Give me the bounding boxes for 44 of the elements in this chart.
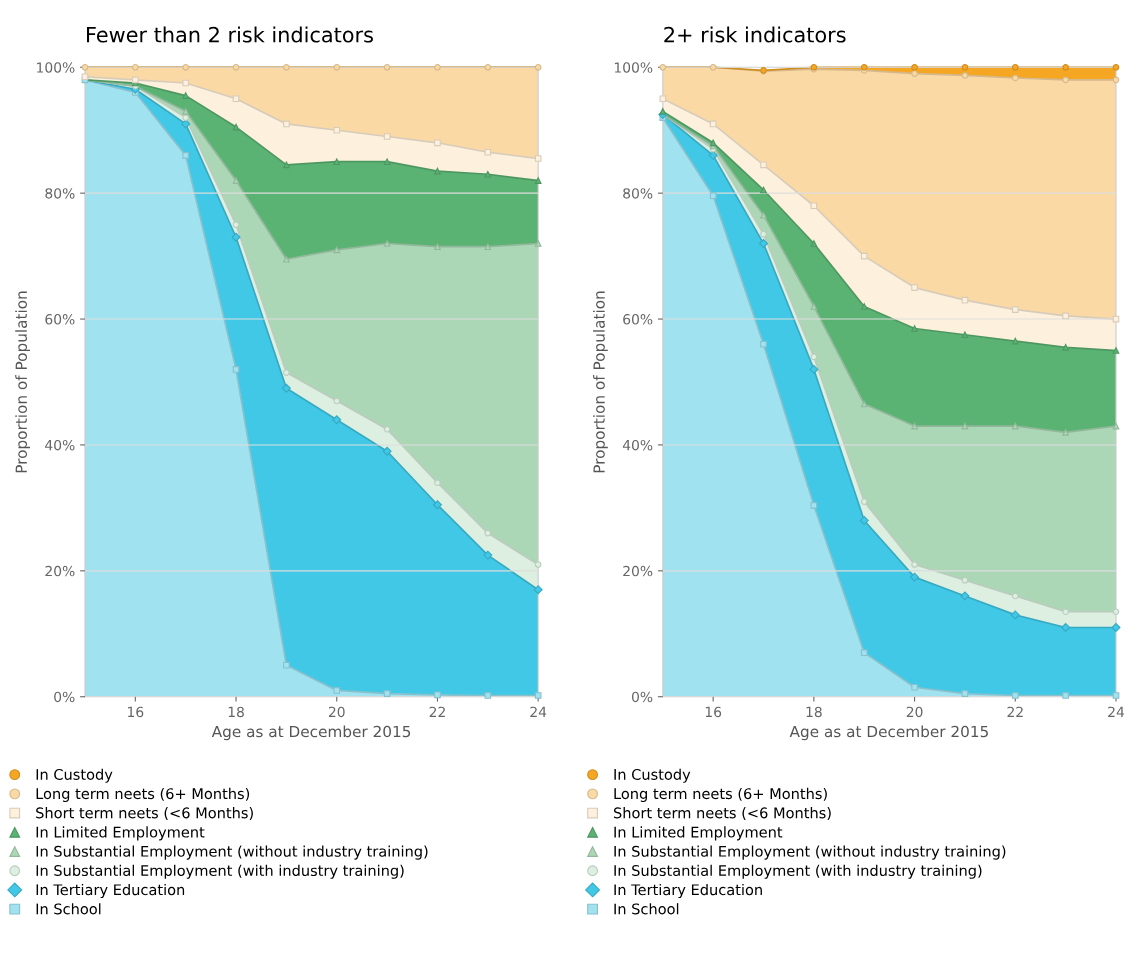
y-tick-label: 20% (45, 565, 75, 577)
x-tick-label: 16 (705, 706, 722, 718)
legend-label: Short term neets (<6 Months) (36, 807, 253, 821)
y-tick-label: 80% (45, 188, 75, 199)
y-tick-label: 40% (622, 439, 653, 451)
legend-label: In Limited Employment (614, 826, 783, 841)
x-tick-label: 22 (1007, 706, 1023, 717)
legend-label: In School (614, 903, 679, 915)
y-tick-label: 20% (623, 565, 653, 577)
y-tick-label: 40% (45, 439, 75, 451)
x-tick-label: 24 (530, 706, 547, 717)
legend-label: In Tertiary Education (36, 883, 185, 899)
y-axis-title: Proportion of Population (15, 291, 30, 473)
legend-label: In Custody (614, 768, 691, 783)
x-tick-label: 18 (806, 706, 822, 718)
legend-label: In Tertiary Education (614, 883, 762, 899)
legend-label: In Limited Employment (36, 826, 205, 841)
x-axis-title: Age as at December 2015 (211, 725, 411, 741)
x-tick-label: 24 (1108, 706, 1125, 717)
chart-title: Fewer than 2 risk indicators (87, 26, 373, 43)
x-tick-label: 20 (328, 706, 345, 718)
legend-label: In Custody (36, 768, 113, 783)
x-tick-label: 20 (906, 706, 923, 718)
y-tick-label: 0% (631, 691, 653, 703)
y-tick-label: 0% (54, 691, 75, 703)
y-tick-label: 60% (623, 314, 653, 325)
x-tick-label: 16 (128, 706, 144, 718)
legend-label: Long term neets (6+ Months) (36, 787, 250, 802)
y-tick-label: 60% (45, 314, 75, 325)
legend-label: Short term neets (<6 Months) (613, 807, 831, 821)
x-tick-label: 22 (429, 706, 445, 717)
legend-label: In Substantial Employment (without industry training) (614, 845, 1006, 860)
y-axis-title: Proportion of Population (593, 291, 608, 473)
legend-label: In Substantial Employment (without industry training) (36, 845, 428, 860)
legend-label: Long term neets (6+ Months) (614, 787, 827, 802)
y-tick-label: 80% (623, 188, 653, 199)
x-axis-title: Age as at December 2015 (789, 725, 988, 741)
legend-label: In Substantial Employment (with industry training) (36, 864, 404, 879)
legend-label: In School (36, 903, 101, 915)
y-tick-label: 100% (37, 62, 75, 73)
legend-label: In Substantial Employment (with industry training) (614, 864, 982, 879)
chart-title: 2+ risk indicators (664, 26, 846, 43)
y-tick-label: 100% (614, 62, 653, 73)
x-tick-label: 18 (228, 706, 244, 718)
